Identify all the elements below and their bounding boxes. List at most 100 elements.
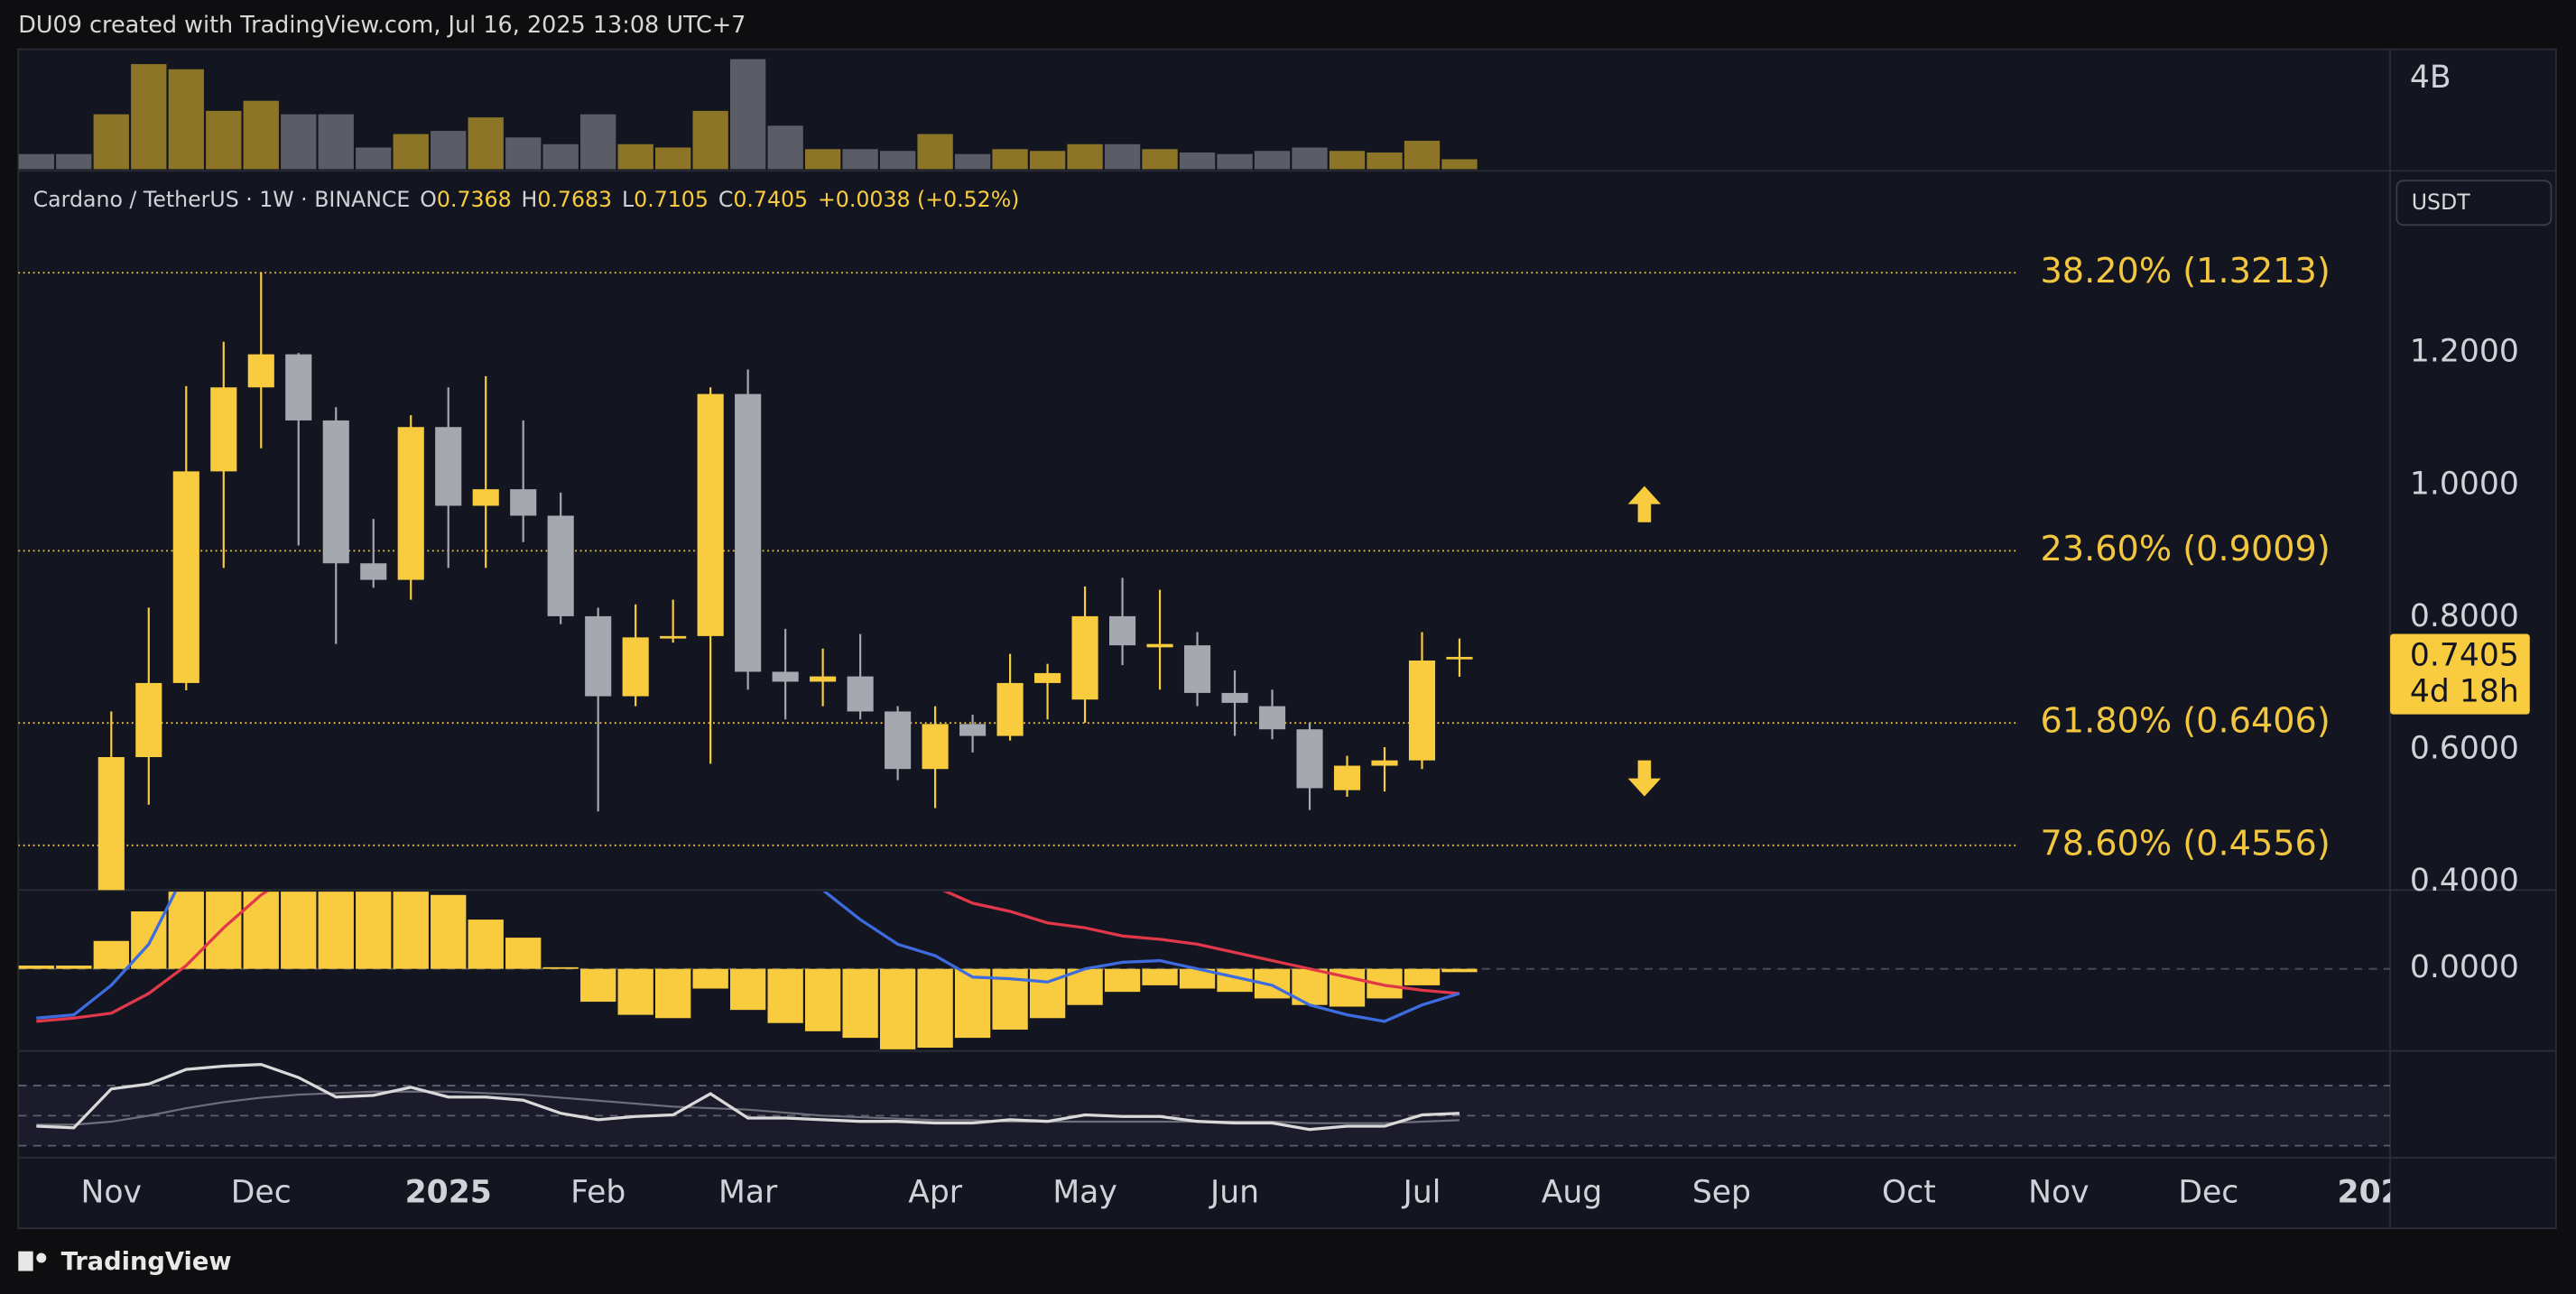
macd-histogram-bar	[168, 892, 204, 969]
volume-bar	[692, 110, 728, 170]
logo-text: TradingView	[61, 1248, 232, 1276]
low-value: 0.7105	[634, 187, 709, 212]
candle-body	[1183, 645, 1211, 693]
x-tick-label: Nov	[81, 1174, 142, 1210]
y-tick-label: 0.6000	[2410, 730, 2519, 766]
volume-bar	[917, 134, 953, 170]
volume-bar	[243, 100, 279, 170]
volume-bar	[56, 153, 92, 170]
candle-body	[1071, 615, 1098, 700]
macd-histogram-bar	[1142, 968, 1178, 985]
macd-histogram-bar	[356, 892, 392, 969]
volume-bar	[1067, 143, 1103, 170]
candle-body	[1371, 760, 1398, 766]
volume-bar	[318, 114, 354, 170]
volume-bar	[1104, 143, 1141, 170]
y-tick-label: 1.0000	[2410, 466, 2519, 502]
fib-label: 78.60% (0.4556)	[2040, 824, 2330, 864]
high-value: 0.7683	[537, 187, 612, 212]
fib-label: 61.80% (0.6406)	[2040, 702, 2330, 742]
x-tick-label: 2026	[2338, 1174, 2424, 1210]
candle-body	[1258, 706, 1286, 730]
candle-body	[660, 635, 687, 639]
candle-body	[1333, 765, 1361, 790]
volume-bar	[954, 153, 991, 170]
y-tick-label: 0.8000	[2410, 598, 2519, 634]
macd-histogram-bar	[1404, 968, 1441, 985]
currency-button[interactable]	[2395, 180, 2553, 226]
candle-body	[247, 354, 274, 388]
x-tick-label: Dec	[2178, 1174, 2238, 1210]
volume-bar	[1029, 151, 1066, 170]
macd-histogram-bar	[842, 968, 878, 1039]
candle-body	[435, 427, 462, 506]
logo	[18, 1251, 47, 1271]
volume-bar	[767, 125, 803, 170]
x-tick-label: Jul	[1402, 1174, 1441, 1210]
macd-histogram-bar	[804, 968, 841, 1031]
volume-bar	[1292, 147, 1328, 170]
volume-bar	[356, 147, 392, 170]
macd-histogram-bar	[318, 892, 354, 969]
candle-body	[397, 427, 424, 580]
volume-bar	[18, 153, 54, 170]
macd-histogram-bar	[580, 968, 616, 1003]
macd-histogram-bar	[1179, 968, 1216, 989]
ohlc-letter: C	[718, 187, 734, 212]
candle-body	[547, 515, 574, 616]
candle-body	[585, 615, 612, 697]
candle-body	[1034, 672, 1061, 683]
volume-bar	[617, 143, 653, 170]
macd-line	[36, 892, 1460, 1023]
pane	[18, 59, 1478, 170]
macd-histogram-bar	[879, 968, 916, 1049]
macd-histogram-bar	[954, 968, 991, 1039]
macd-histogram-bar	[93, 940, 129, 969]
macd-histogram-bar	[393, 892, 429, 969]
volume-bar	[505, 137, 542, 170]
x-tick-label: Aug	[1542, 1174, 1603, 1210]
macd-histogram-bar	[729, 968, 766, 1011]
volume-bar	[468, 117, 504, 170]
candle-body	[959, 724, 987, 736]
fib-label: 23.60% (0.9009)	[2040, 530, 2330, 569]
volume-bar	[93, 114, 129, 170]
candle-body	[885, 711, 912, 770]
volume-bar	[206, 110, 242, 170]
volume-bar	[879, 151, 916, 170]
volume-bar	[393, 134, 429, 170]
pane	[18, 892, 2391, 1049]
x-tick-label: Feb	[570, 1174, 625, 1210]
macd-histogram-bar	[1104, 968, 1141, 993]
macd-histogram-bar	[617, 968, 653, 1015]
macd-tick-label: 0.0000	[2410, 949, 2519, 985]
candle-body	[322, 420, 349, 564]
candle-body	[1296, 729, 1323, 789]
macd-histogram-bar	[505, 938, 542, 969]
volume-bar	[992, 149, 1028, 170]
rsi-line	[36, 1062, 1460, 1132]
candle-body	[210, 387, 237, 472]
chart-frame	[17, 48, 2557, 1230]
volume-bar	[1142, 149, 1178, 170]
candle-body	[622, 637, 649, 697]
macd-histogram-bar	[206, 892, 242, 969]
macd-histogram-bar	[655, 968, 691, 1019]
ohlc-letter: L	[622, 187, 635, 212]
x-tick-label: 2025	[405, 1174, 492, 1210]
currency[interactable]: USDT	[2412, 189, 2471, 215]
x-tick-label: Dec	[231, 1174, 292, 1210]
pane	[18, 1062, 2391, 1147]
volume-bar	[1254, 151, 1291, 170]
ohlc-letter: H	[522, 187, 538, 212]
volume-bar	[1404, 141, 1441, 170]
volume-bar	[1441, 159, 1478, 170]
macd-histogram-bar	[1441, 968, 1478, 973]
x-tick-label: Oct	[1882, 1174, 1936, 1210]
macd-histogram-bar	[18, 966, 54, 969]
macd-histogram-bar	[542, 966, 579, 969]
pane	[18, 272, 2017, 891]
change: +0.0038 (+0.52%)	[818, 187, 1019, 212]
volume-bar	[842, 149, 878, 170]
